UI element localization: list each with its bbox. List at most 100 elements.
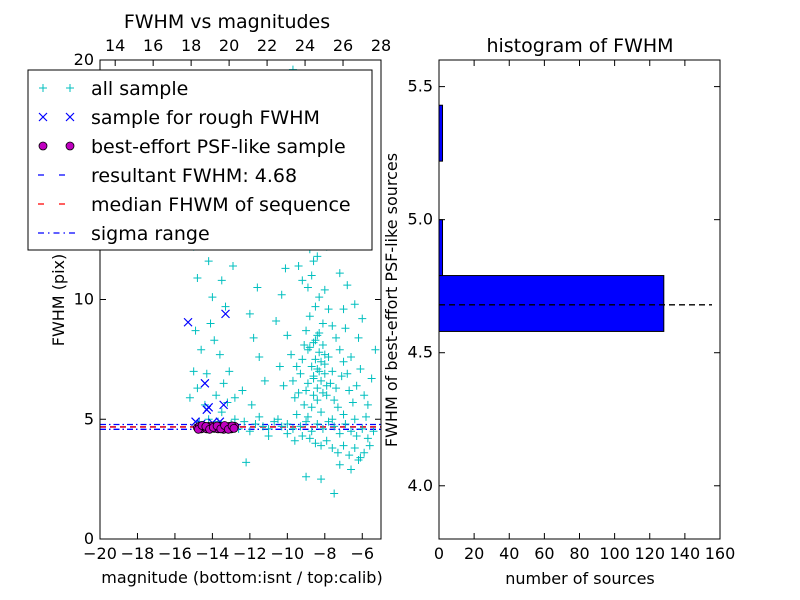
plus-point bbox=[362, 412, 371, 421]
plus-point bbox=[341, 324, 350, 333]
plus-point bbox=[343, 369, 352, 378]
plus-point bbox=[339, 441, 348, 450]
plus-point bbox=[303, 379, 312, 388]
plus-point bbox=[185, 393, 194, 402]
plus-point bbox=[317, 408, 326, 417]
plus-point bbox=[347, 427, 356, 436]
plus-point bbox=[339, 305, 348, 314]
scatter-chart: FWHM vs magnitudes −20 −18 −16 −14 −12 −10 −8−… bbox=[27, 11, 391, 587]
y-tick-label: 5 bbox=[84, 409, 94, 428]
plus-point bbox=[255, 352, 264, 361]
plus-point bbox=[311, 302, 320, 311]
plus-point bbox=[339, 357, 348, 366]
plus-point bbox=[356, 364, 365, 373]
plus-point bbox=[238, 386, 247, 395]
plus-point bbox=[343, 281, 352, 290]
plus-point bbox=[345, 386, 354, 395]
plus-point bbox=[288, 424, 297, 433]
x-point bbox=[204, 402, 214, 412]
y-tick-label: 4.0 bbox=[408, 476, 433, 495]
plus-point bbox=[320, 285, 329, 294]
y-tick-label: 5.0 bbox=[408, 210, 433, 229]
x-tick-label: 120 bbox=[634, 544, 665, 563]
x-tick-label: 80 bbox=[569, 544, 589, 563]
plus-point bbox=[281, 264, 290, 273]
plus-point bbox=[313, 384, 322, 393]
plus-point bbox=[204, 257, 213, 266]
plus-point bbox=[298, 432, 307, 441]
plus-point bbox=[303, 283, 312, 292]
legend-label: sample for rough FWHM bbox=[91, 107, 320, 129]
plus-point bbox=[206, 319, 215, 328]
plus-point bbox=[307, 362, 316, 371]
y-tick-label: 20 bbox=[74, 50, 94, 69]
top-tick-label: 22 bbox=[257, 36, 277, 55]
plus-point bbox=[313, 331, 322, 340]
legend-label: resultant FWHM: 4.68 bbox=[91, 165, 297, 187]
x-point bbox=[183, 317, 193, 327]
plus-point bbox=[300, 341, 309, 350]
plus-point bbox=[348, 398, 357, 407]
plus-point bbox=[337, 372, 346, 381]
plus-point bbox=[328, 321, 337, 330]
scatter-title: FWHM vs magnitudes bbox=[124, 11, 330, 33]
x-tick-label: −16 bbox=[158, 544, 192, 563]
plus-point bbox=[335, 429, 344, 438]
plus-point bbox=[328, 367, 337, 376]
plus-point bbox=[328, 415, 337, 424]
x-tick-label: −12 bbox=[233, 544, 267, 563]
plus-point bbox=[298, 355, 307, 364]
plus-point bbox=[307, 427, 316, 436]
plus-point bbox=[365, 441, 374, 450]
plus-point bbox=[294, 261, 303, 270]
plus-point bbox=[197, 345, 206, 354]
plus-point bbox=[217, 408, 226, 417]
plus-point bbox=[249, 333, 258, 342]
x-tick-label: 60 bbox=[534, 544, 554, 563]
legend-marker-x bbox=[65, 112, 75, 122]
x-tick-label: 20 bbox=[464, 544, 484, 563]
plus-point bbox=[352, 381, 361, 390]
x-tick-label: −8 bbox=[313, 544, 337, 563]
plus-point bbox=[272, 317, 281, 326]
plus-point bbox=[354, 333, 363, 342]
plus-point bbox=[339, 410, 348, 419]
plus-point bbox=[356, 453, 365, 462]
x-tick-label: 100 bbox=[599, 544, 630, 563]
x-tick-label: −6 bbox=[350, 544, 374, 563]
top-tick-label: 18 bbox=[181, 36, 201, 55]
plus-point bbox=[225, 367, 234, 376]
plus-point bbox=[292, 410, 301, 419]
legend-label: all sample bbox=[91, 78, 188, 100]
plus-point bbox=[369, 427, 378, 436]
plus-point bbox=[294, 388, 303, 397]
plus-point bbox=[245, 309, 254, 318]
plus-point bbox=[347, 352, 356, 361]
plus-point bbox=[202, 369, 211, 378]
plus-point bbox=[358, 314, 367, 323]
plus-point bbox=[318, 424, 327, 433]
plus-point bbox=[309, 338, 318, 347]
y-tick-label: 4.5 bbox=[408, 343, 433, 362]
plus-point bbox=[255, 412, 264, 421]
top-tick-label: 14 bbox=[105, 36, 125, 55]
plus-point bbox=[345, 451, 354, 460]
plus-point bbox=[363, 400, 372, 409]
legend-marker-circle bbox=[38, 141, 48, 151]
plus-point bbox=[193, 273, 202, 282]
plus-point bbox=[298, 276, 307, 285]
plus-point bbox=[288, 376, 297, 385]
plus-point bbox=[315, 367, 324, 376]
plus-point bbox=[277, 290, 286, 299]
plus-point bbox=[313, 420, 322, 429]
plus-point bbox=[326, 379, 335, 388]
plus-point bbox=[371, 345, 380, 354]
legend-label: best-effort PSF-like sample bbox=[91, 136, 346, 158]
plus-point bbox=[330, 396, 339, 405]
circle-point bbox=[229, 423, 239, 433]
plus-point bbox=[311, 439, 320, 448]
x-tick-label: 140 bbox=[670, 544, 701, 563]
top-tick-label: 28 bbox=[371, 36, 391, 55]
plus-point bbox=[332, 384, 341, 393]
